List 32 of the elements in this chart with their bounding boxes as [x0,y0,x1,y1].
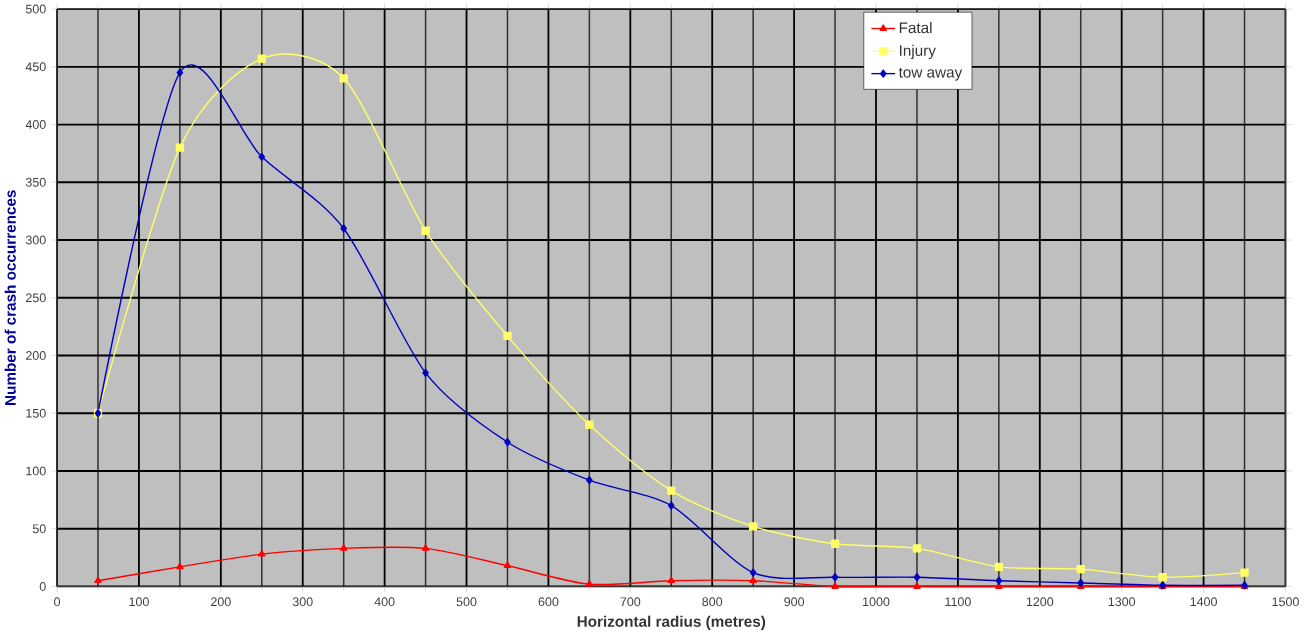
x-tick-label: 0 [54,597,61,607]
x-tick-label: 1000 [863,597,890,607]
y-tick-label: 300 [25,235,46,245]
y-tick-label: 0 [39,582,46,592]
x-tick-label: 500 [456,597,477,607]
y-tick-label: 450 [25,62,46,72]
x-tick-label: 1400 [1190,597,1217,607]
y-tick-label: 50 [32,524,46,534]
x-tick-label: 1300 [1108,597,1136,607]
x-tick-label: 400 [374,597,395,607]
legend-label: Fatal [899,22,932,34]
y-tick-label: 200 [26,351,46,361]
y-tick-label: 400 [25,120,46,130]
x-tick-label: 600 [538,597,559,607]
x-tick-label: 100 [129,597,149,607]
y-tick-label: 250 [26,293,46,303]
y-tick-label: 500 [25,4,46,14]
x-tick-label: 900 [784,597,805,607]
x-tick-label: 800 [702,597,723,607]
x-tick-label: 1200 [1026,597,1054,607]
x-tick-label: 700 [620,597,641,607]
y-tick-label: 100 [26,466,46,476]
x-tick-label: 1500 [1272,597,1299,607]
y-tick-label: 150 [26,409,46,418]
y-tick-label: 350 [25,178,46,187]
legend-label: tow away [898,67,963,81]
x-axis-title: Horizontal radius (metres) [577,615,766,631]
x-tick-label: 1100 [945,597,971,607]
x-tick-label: 300 [292,597,313,607]
y-axis-title: Number of crash occurrences [4,190,16,406]
legend-label: Injury [900,45,936,60]
x-tick-label: 200 [211,597,231,607]
